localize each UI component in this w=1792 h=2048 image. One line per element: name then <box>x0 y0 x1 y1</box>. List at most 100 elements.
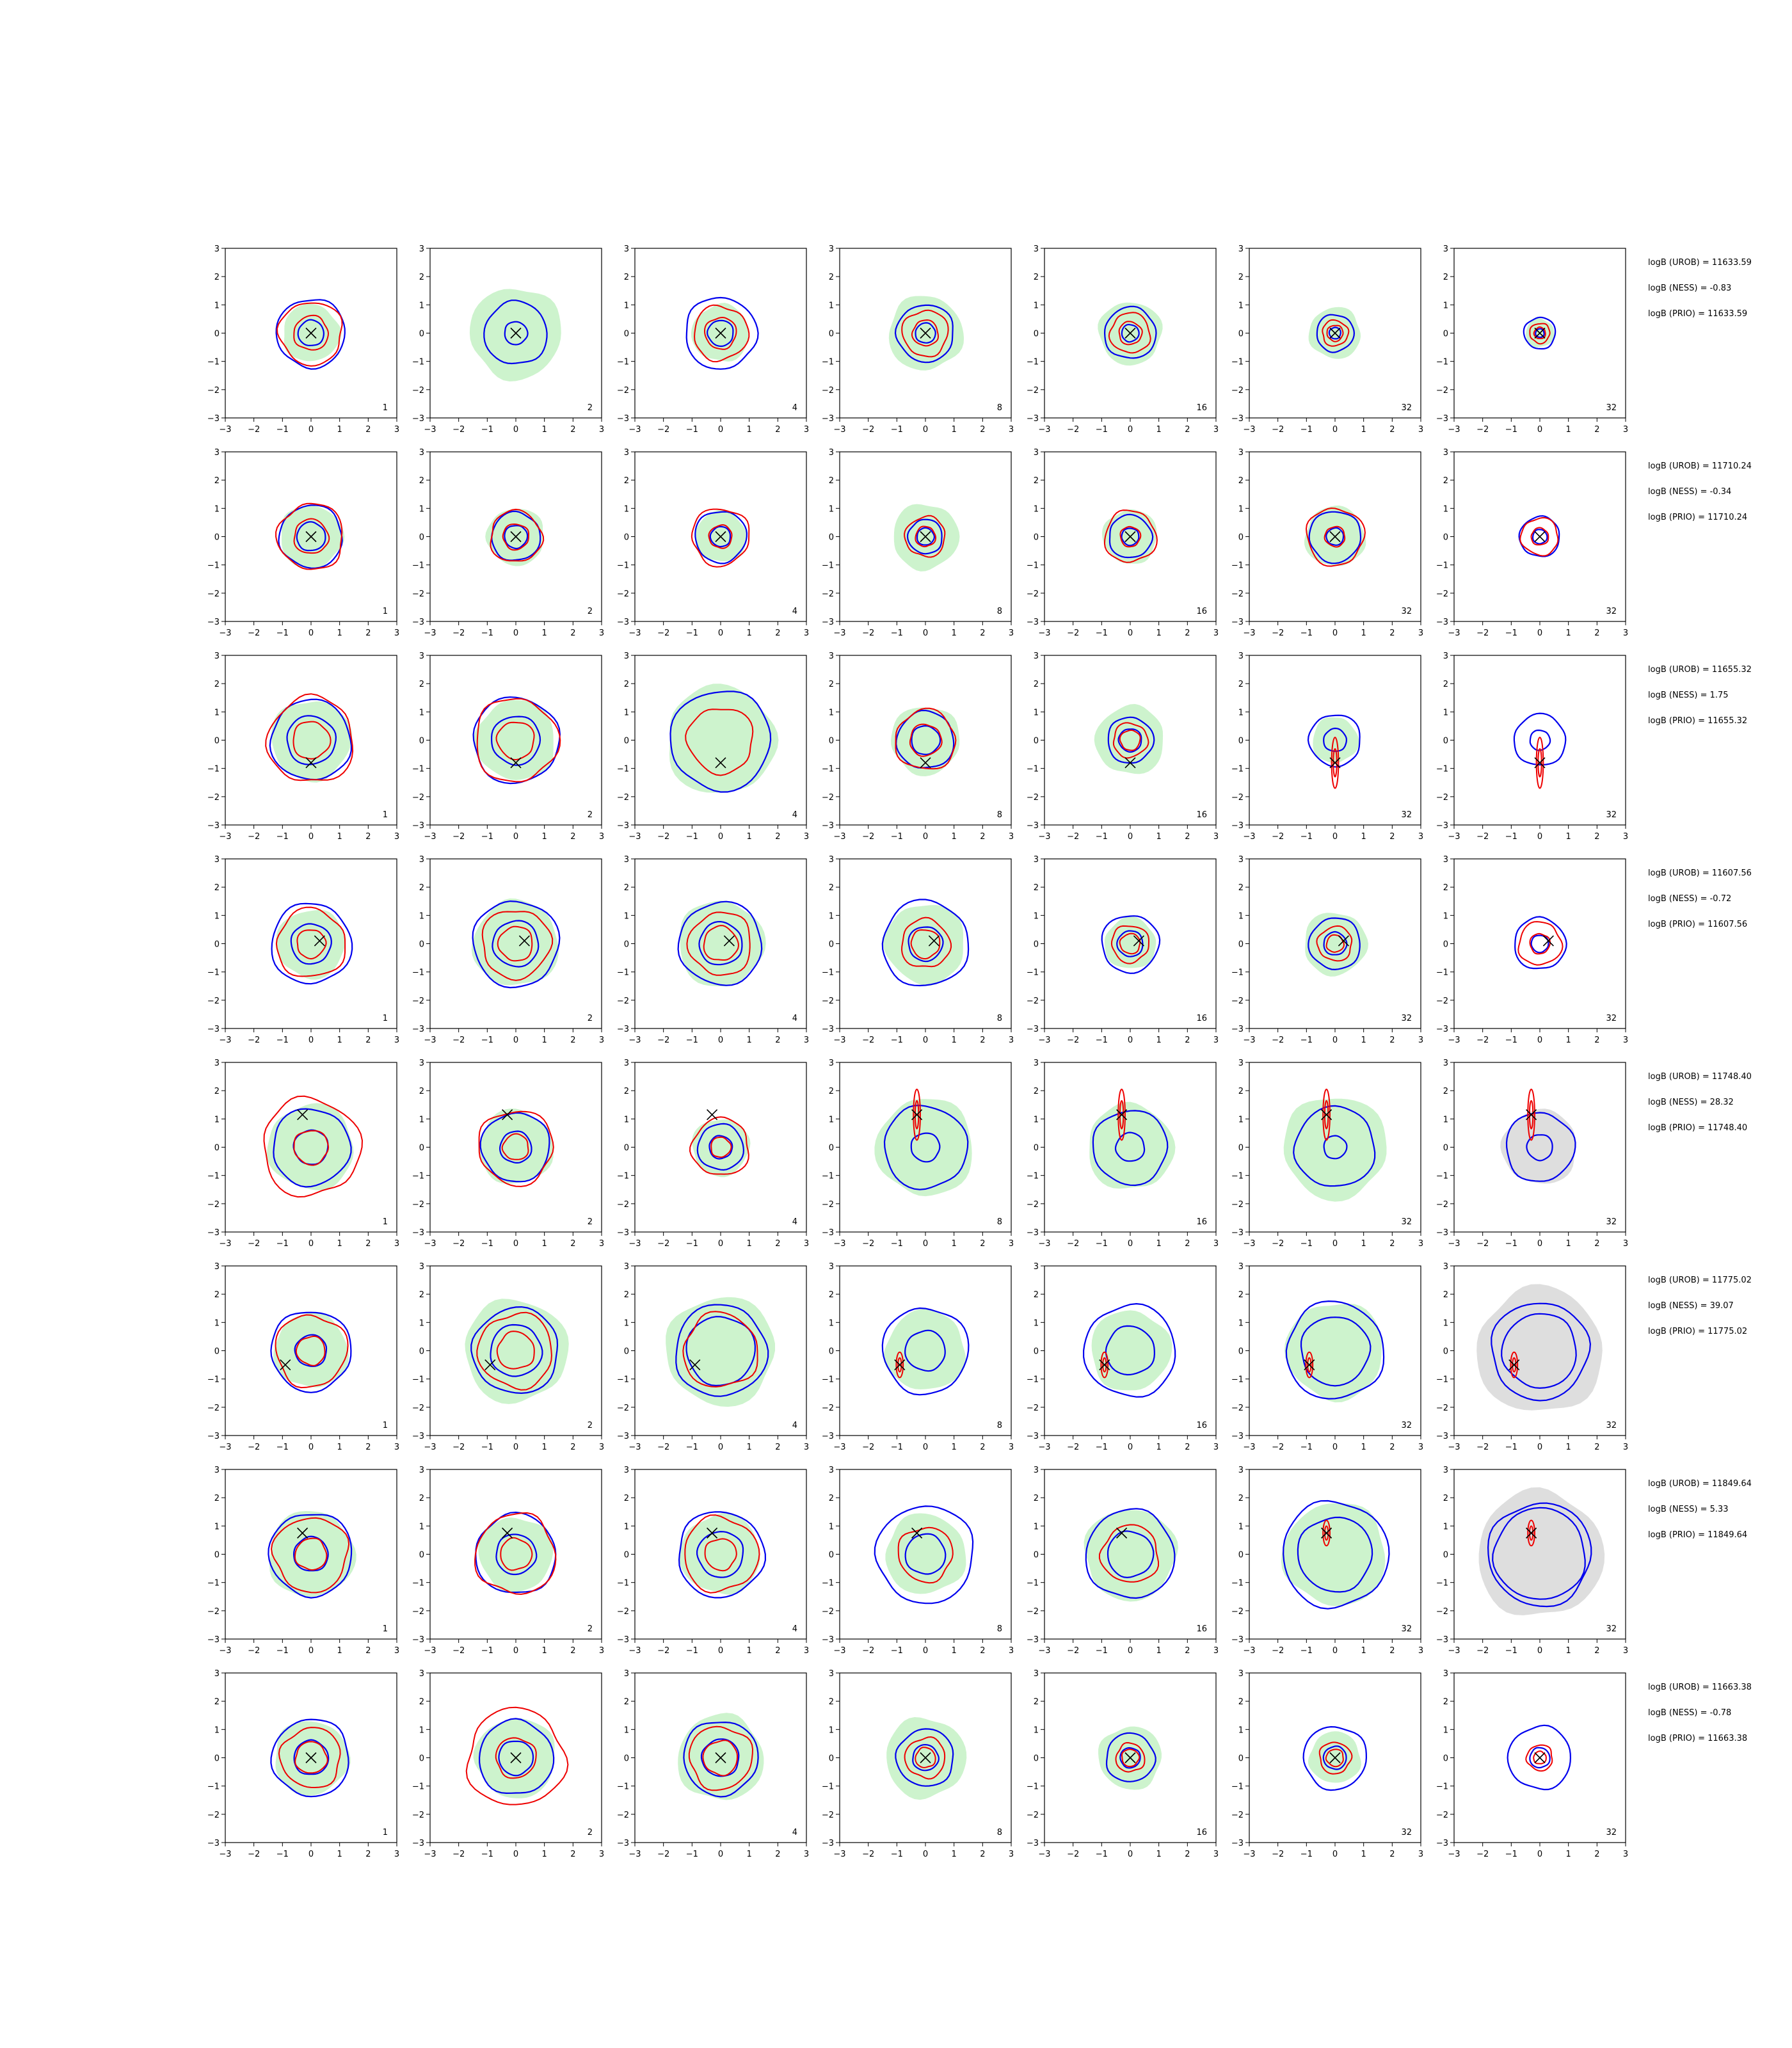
y-tick-label: −2 <box>1231 793 1244 803</box>
panel-r3-c6: −3−3 −2 −2 −1 −1 0 0 1 1 2 2 3 3 32 <box>1231 652 1423 842</box>
y-tick-label: 2 <box>1034 1697 1039 1707</box>
density-fill <box>669 684 779 793</box>
x-tick-label: −1 <box>686 1239 698 1249</box>
y-tick-label: 2 <box>214 476 220 486</box>
x-tick-label: 3 <box>804 1850 809 1859</box>
plot-area <box>1513 712 1567 789</box>
y-tick-label: −1 <box>822 968 834 978</box>
x-tick-label: 2 <box>775 628 780 638</box>
x-tick-label: 1 <box>1361 1443 1366 1452</box>
y-tick-label: −2 <box>1436 996 1448 1006</box>
x-tick-label: −1 <box>481 1443 493 1452</box>
true-value-marker <box>305 1752 317 1764</box>
blue-contour-inner <box>1117 728 1142 753</box>
y-tick-label: −1 <box>822 1172 834 1181</box>
blue-contour-outer <box>1513 712 1567 766</box>
y-tick-label: 1 <box>419 301 424 310</box>
y-tick-label: −2 <box>207 589 220 599</box>
x-tick-label: 0 <box>1128 1443 1133 1452</box>
x-tick-label: −2 <box>452 628 465 638</box>
y-tick-label: 3 <box>829 1059 834 1068</box>
x-tick-label: 1 <box>1156 425 1162 435</box>
blue-contour-inner <box>1300 1316 1372 1387</box>
panel-label: 4 <box>792 403 797 413</box>
y-tick-label: −2 <box>207 996 220 1006</box>
x-tick-label: −3 <box>1243 1646 1255 1656</box>
panel-label: 16 <box>1196 1014 1207 1023</box>
panel-label: 1 <box>383 403 388 413</box>
blue-contour-inner <box>910 1132 941 1163</box>
y-tick-label: −2 <box>1436 1607 1448 1617</box>
y-tick-label: −2 <box>617 793 629 803</box>
panel-label: 16 <box>1196 403 1207 413</box>
density-fill <box>478 1108 554 1184</box>
y-tick-label: −3 <box>822 1432 834 1441</box>
y-tick-label: −1 <box>412 561 424 571</box>
blue-contour-inner <box>293 1739 330 1775</box>
red-contour-outer <box>490 508 545 562</box>
x-tick-label: −2 <box>248 1239 260 1249</box>
x-tick-label: 3 <box>1418 628 1423 638</box>
plot-area <box>1101 915 1161 974</box>
red-contour-outer <box>481 911 554 981</box>
x-tick-label: 3 <box>394 1239 399 1249</box>
x-tick-label: 2 <box>1594 1239 1599 1249</box>
x-tick-label: 1 <box>337 1239 342 1249</box>
y-tick-label: 0 <box>829 330 834 339</box>
x-tick-label: 0 <box>308 832 314 842</box>
red-contour-elongated-inner <box>1324 1525 1329 1541</box>
logb-annotations-r4: logB (UROB) = 11607.56 logB (NESS) = -0.7… <box>1648 868 1752 929</box>
panel-label: 8 <box>997 1014 1002 1023</box>
y-tick-label: 1 <box>829 1318 834 1328</box>
panel-label: 4 <box>792 607 797 616</box>
true-value-marker <box>1304 1359 1315 1371</box>
x-tick-label: 3 <box>1213 1443 1219 1452</box>
y-tick-label: −3 <box>207 1432 220 1441</box>
x-tick-label: −2 <box>657 1036 669 1045</box>
logb-text: logB (NESS) = -0.72 <box>1648 894 1731 904</box>
y-tick-label: 0 <box>1443 737 1448 746</box>
logb-text: logB (PRIO) = 11633.59 <box>1648 309 1747 319</box>
x-tick-label: −1 <box>891 425 903 435</box>
blue-contour-inner <box>1323 931 1348 956</box>
panel-r7-c2: −3−3 −2 −2 −1 −1 0 0 1 1 2 2 3 3 2 <box>412 1466 604 1656</box>
blue-contour-inner <box>1529 1747 1551 1769</box>
y-tick-label: −1 <box>1436 765 1448 774</box>
red-contour-inner <box>911 319 940 347</box>
x-tick-label: −3 <box>628 1443 641 1452</box>
x-tick-label: 1 <box>1156 832 1162 842</box>
y-tick-label: −3 <box>412 414 424 424</box>
x-tick-label: 1 <box>952 1036 957 1045</box>
y-tick-label: −2 <box>617 996 629 1006</box>
y-tick-label: −3 <box>1436 1025 1448 1034</box>
plot-area <box>1302 1725 1368 1791</box>
red-contour-outer <box>1316 925 1353 962</box>
plot-area <box>1478 1487 1605 1615</box>
density-fill <box>284 304 342 362</box>
panel-label: 2 <box>588 1624 593 1634</box>
y-tick-label: −3 <box>207 414 220 424</box>
panel-r4-c5: −3 −3 −2 −2 −1 −1 0 0 1 1 2 2 3 3 16 <box>1027 855 1219 1045</box>
logb-annotations-r2: logB (UROB) = 11710.24 logB (NESS) = -0.3… <box>1648 461 1752 522</box>
logb-annotations-r1: logB (UROB) = 11633.59 logB (NESS) = -0.8… <box>1648 258 1752 319</box>
x-tick-label: 2 <box>1185 1239 1190 1249</box>
x-tick-label: 2 <box>570 832 575 842</box>
panel-label: 16 <box>1196 1624 1207 1634</box>
x-tick-label: 2 <box>1594 1646 1599 1656</box>
y-tick-label: 3 <box>214 244 220 254</box>
blue-contour-outer <box>694 511 748 564</box>
y-tick-label: 1 <box>829 1115 834 1124</box>
y-tick-label: 3 <box>214 855 220 865</box>
blue-contour-outer <box>1523 316 1556 350</box>
y-tick-label: 1 <box>419 708 424 717</box>
red-contour-inner <box>294 1537 328 1571</box>
y-tick-label: −3 <box>1436 821 1448 831</box>
y-tick-label: −3 <box>617 1839 629 1848</box>
x-tick-label: 2 <box>1594 425 1599 435</box>
red-contour-elongated-inner <box>1119 1100 1124 1130</box>
x-tick-label: 1 <box>952 832 957 842</box>
y-tick-label: −2 <box>617 1200 629 1210</box>
x-tick-label: −1 <box>1300 425 1313 435</box>
blue-contour-outer <box>1103 305 1157 359</box>
